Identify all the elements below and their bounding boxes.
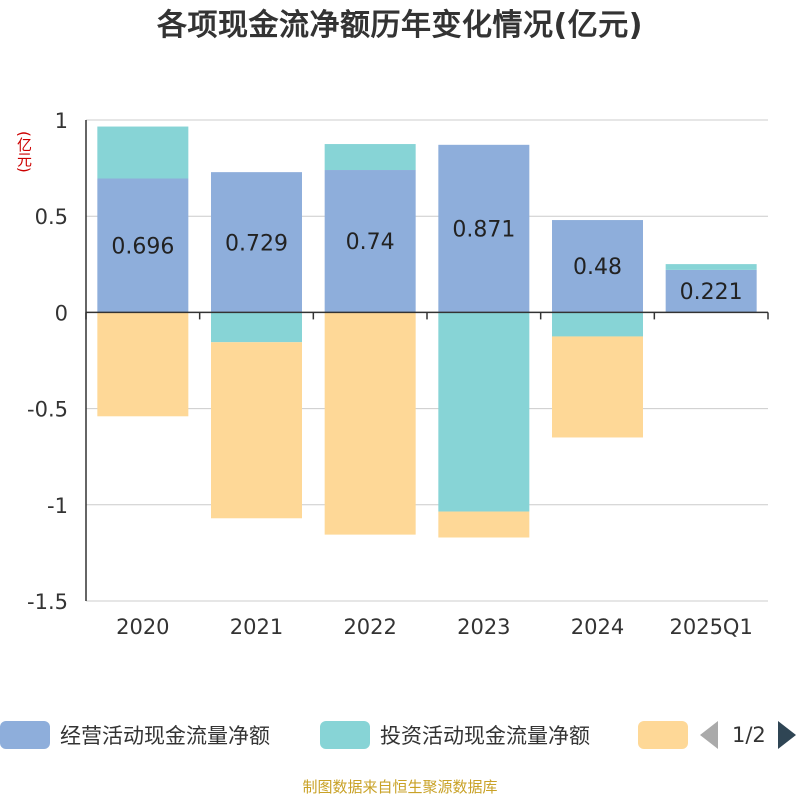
y-tick-label: -1	[47, 494, 68, 518]
legend-swatch-financing	[638, 721, 688, 749]
y-tick-label: 1	[55, 109, 68, 133]
legend-item-operating[interactable]: 经营活动现金流量净额	[0, 716, 270, 754]
legend-page-indicator: 1/2	[732, 723, 766, 747]
x-tick-label: 2021	[230, 615, 283, 639]
y-tick-label: 0	[55, 301, 68, 325]
x-tick-label: 2025Q1	[669, 615, 752, 639]
bar-2020-series-2	[97, 312, 189, 417]
x-tick-label: 2023	[457, 615, 510, 639]
bar-2025Q1-series-0	[665, 269, 757, 313]
data-label: 0.729	[225, 231, 288, 256]
data-label: 0.696	[111, 234, 174, 259]
legend-label-operating: 经营活动现金流量净额	[60, 724, 270, 748]
bar-2022-series-2	[324, 312, 416, 535]
legend-label-investing: 投资活动现金流量净额	[380, 724, 590, 748]
legend-item-investing[interactable]: 投资活动现金流量净额	[320, 716, 590, 754]
bar-2021-series-2	[211, 342, 302, 519]
bar-2023-series-2	[438, 511, 530, 538]
legend-prev-page-icon[interactable]	[700, 721, 718, 749]
bar-2020-series-0	[97, 178, 189, 313]
chart-title: 各项现金流净额历年变化情况(亿元)	[157, 8, 643, 43]
data-source-note: 制图数据来自恒生聚源数据库	[302, 778, 498, 796]
x-tick-label: 2022	[343, 615, 396, 639]
legend: 经营活动现金流量净额 投资活动现金流量净额 1/2	[0, 716, 800, 754]
data-label: 0.221	[680, 280, 743, 305]
legend-pager: 1/2	[700, 716, 796, 754]
data-label: 0.74	[346, 230, 395, 255]
legend-swatch-investing	[320, 721, 370, 749]
legend-next-page-icon[interactable]	[777, 721, 796, 749]
bar-2021-series-0	[211, 172, 302, 313]
bar-2025Q1-series-1	[665, 264, 757, 270]
x-tick-label: 2024	[571, 615, 624, 639]
bar-2024-series-1	[552, 312, 643, 337]
y-tick-label: -1.5	[27, 590, 68, 614]
y-tick-label: 0.5	[35, 205, 68, 229]
data-label: 0.871	[452, 218, 515, 243]
legend-item-financing[interactable]	[638, 716, 688, 754]
bar-2023-series-0	[438, 144, 530, 313]
bar-2022-series-1	[324, 144, 416, 171]
bar-2022-series-0	[324, 170, 416, 313]
bar-2020-series-1	[97, 126, 189, 179]
data-label: 0.48	[573, 255, 622, 280]
y-axis-unit: (亿元)	[15, 131, 33, 173]
bar-2024-series-0	[552, 220, 643, 313]
y-tick-label: -0.5	[27, 398, 68, 422]
bar-2024-series-2	[552, 336, 643, 438]
bar-2021-series-1	[211, 312, 302, 343]
x-tick-label: 2020	[116, 615, 169, 639]
legend-swatch-operating	[0, 721, 50, 749]
bar-2023-series-1	[438, 312, 530, 512]
